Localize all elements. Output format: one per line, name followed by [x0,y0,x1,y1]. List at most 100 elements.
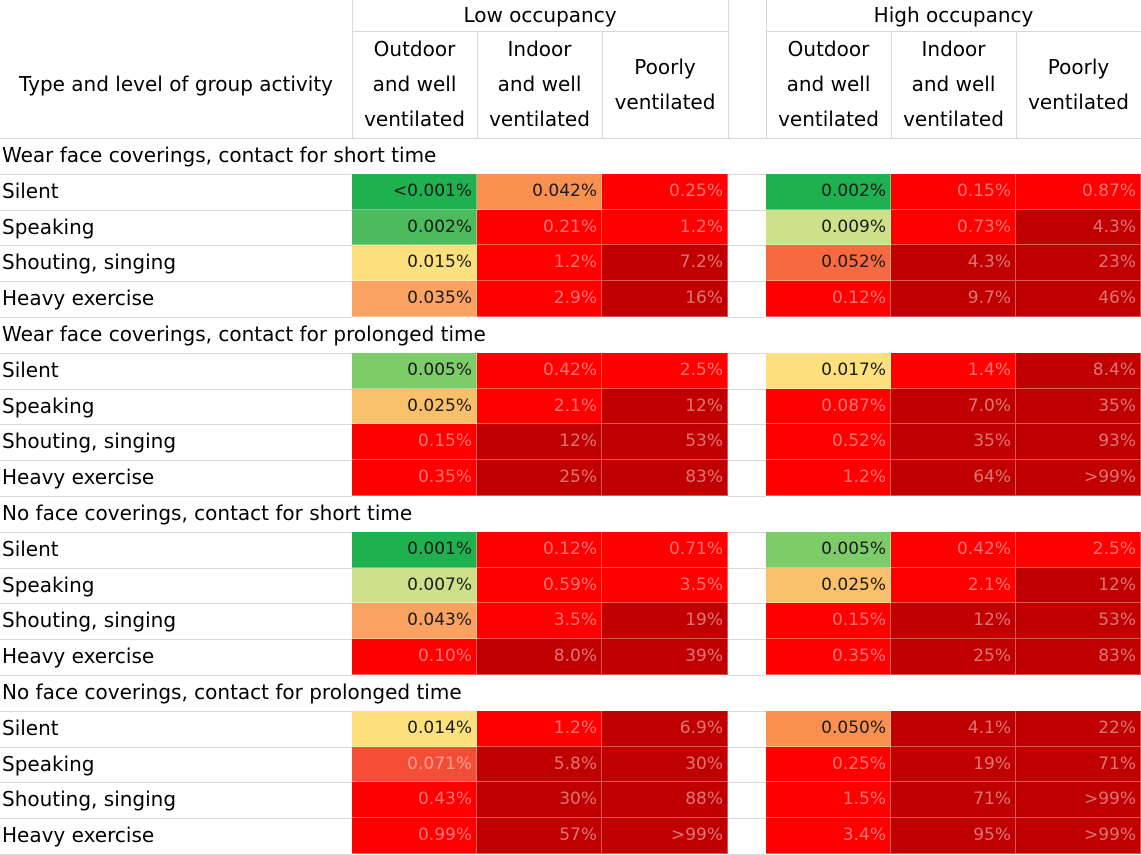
section-header: No face coverings, contact for short tim… [2,501,413,525]
risk-value-cell: 0.12% [477,531,602,568]
row-label: Silent [2,357,59,382]
risk-value-cell: >99% [602,818,728,854]
group-header-low-occupancy: Low occupancy [463,3,617,27]
risk-value-cell: 0.009% [766,209,891,246]
risk-value-cell: 4.3% [1016,209,1141,246]
grid-line [0,245,352,246]
grid-line [891,31,892,138]
section-header: Wear face coverings, contact for prolong… [2,322,486,346]
risk-value-cell: 53% [602,424,728,461]
risk-value-cell: 93% [1016,424,1141,461]
risk-value-cell: 83% [1016,639,1141,675]
row-label: Speaking [2,393,95,418]
risk-value-cell: 0.35% [766,639,891,675]
risk-value-cell: 0.15% [352,424,477,461]
risk-value-cell: 35% [891,424,1016,461]
column-header-low-poor: Poorly ventilated [614,54,716,114]
risk-value-cell: 12% [891,603,1016,640]
risk-value-cell: 0.043% [352,603,477,640]
grid-line [0,138,1141,139]
risk-value-cell: 2.5% [602,352,728,389]
row-label-header: Type and level of group activity [19,72,333,96]
risk-value-cell: 25% [477,460,602,496]
risk-value-cell: 0.43% [352,782,477,819]
risk-value-cell: 35% [1016,388,1141,425]
risk-value-cell: 46% [1016,281,1141,317]
grid-line [728,353,766,354]
risk-value-cell: 0.25% [766,746,891,783]
grid-line [0,317,352,318]
risk-value-cell: 3.5% [602,567,728,604]
risk-value-cell: 0.10% [352,639,477,675]
column-header-high-indoor: Indoor and well ventilated [903,37,1004,131]
section-header: No face coverings, contact for prolonged… [2,680,462,704]
group-header-high-occupancy: High occupancy [873,3,1034,27]
risk-value-cell: 25% [891,639,1016,675]
column-header-low-indoor: Indoor and well ventilated [489,37,590,131]
risk-value-cell: 64% [891,460,1016,496]
risk-value-cell: 30% [477,782,602,819]
risk-value-cell: 6.9% [602,710,728,747]
grid-line [728,603,766,604]
risk-value-cell: 0.007% [352,567,477,604]
grid-line [0,603,352,604]
risk-value-cell: 0.21% [477,209,602,246]
row-label: Speaking [2,214,95,239]
row-label: Shouting, singing [2,608,177,633]
risk-value-cell: 9.7% [891,281,1016,317]
grid-line [0,639,352,640]
grid-line [352,0,353,138]
risk-value-cell: 1.2% [477,245,602,282]
grid-line [728,568,766,569]
grid-line [728,424,766,425]
risk-value-cell: 0.99% [352,818,477,854]
risk-value-cell: 0.035% [352,281,477,317]
grid-line [0,281,352,282]
grid-line [728,210,766,211]
grid-line [728,496,766,497]
risk-value-cell: 0.52% [766,424,891,461]
risk-value-cell: 0.35% [352,460,477,496]
risk-value-cell: <0.001% [352,173,477,210]
risk-value-cell: 0.042% [477,173,602,210]
row-label: Shouting, singing [2,429,177,454]
grid-line [728,245,766,246]
risk-value-cell: 39% [602,639,728,675]
risk-value-cell: 1.2% [477,710,602,747]
grid-line [766,31,1141,32]
grid-line [728,711,766,712]
risk-value-cell: 0.12% [766,281,891,317]
row-label: Silent [2,178,59,203]
grid-line [0,747,352,748]
grid-line [602,31,603,138]
row-label: Heavy exercise [2,644,155,669]
risk-value-cell: 2.9% [477,281,602,317]
grid-line [352,31,728,32]
risk-value-cell: 0.087% [766,388,891,425]
risk-value-cell: 23% [1016,245,1141,282]
row-label: Heavy exercise [2,286,155,311]
risk-value-cell: 4.3% [891,245,1016,282]
grid-line [728,174,766,175]
risk-value-cell: 0.005% [766,531,891,568]
column-header-high-poor: Poorly ventilated [1028,54,1129,114]
grid-line [728,675,766,676]
risk-value-cell: 0.87% [1016,173,1141,210]
risk-value-cell: 0.001% [352,531,477,568]
row-label: Shouting, singing [2,250,177,275]
grid-line [728,782,766,783]
risk-value-cell: 2.1% [891,567,1016,604]
column-header-low-outdoor: Outdoor and well ventilated [364,37,465,131]
grid-line [0,424,352,425]
risk-value-cell: 0.014% [352,710,477,747]
risk-value-cell: 53% [1016,603,1141,640]
grid-line [728,532,766,533]
risk-value-cell: 5.8% [477,746,602,783]
row-label: Speaking [2,751,95,776]
risk-value-cell: 8.4% [1016,352,1141,389]
grid-line [728,389,766,390]
risk-value-cell: 7.0% [891,388,1016,425]
risk-value-cell: 12% [602,388,728,425]
risk-value-cell: 1.2% [602,209,728,246]
